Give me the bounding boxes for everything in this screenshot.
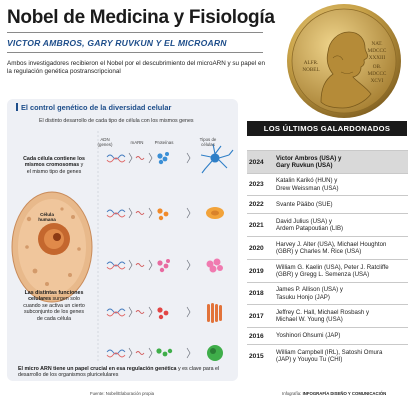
laureate-year: 2020	[249, 244, 264, 252]
column-header-mrna: mARN	[130, 140, 144, 145]
column-header-cell-types: Tipos de células	[199, 137, 217, 147]
alfred-nobel-portrait	[320, 31, 372, 109]
laureate-names-line: James P. Allison (USA) y	[276, 286, 343, 294]
title-divider	[7, 32, 263, 33]
laureate-row: 2015 William Campbell (IRL), Satoshi Omur…	[247, 344, 408, 367]
laureate-names-line: (GBR) y Gregg L. Semenza (USA)	[276, 271, 370, 278]
laureate-year: 2016	[249, 332, 264, 340]
laureate-row: 2023 Katalin Karikó (HUN) y Drew Weissman …	[247, 173, 408, 195]
laureate-year: 2021	[249, 221, 264, 229]
laureate-names: Victor Ambros (USA) y Gary Ruvkun (USA)	[274, 155, 408, 170]
laureates-heading: LOS ÚLTIMOS GALARDONADOS	[247, 121, 407, 136]
svg-text:ALFR.: ALFR.	[304, 60, 319, 66]
laureate-names: Harvey J. Alter (USA), Michael Houghton(…	[274, 241, 408, 256]
laureate-names: Svante Pääbo (SUE)	[274, 201, 408, 208]
laureate-year: 2017	[249, 312, 264, 320]
laureate-names-line: Yoshinori Ohsumi (JAP)	[276, 332, 341, 340]
panel-subtitle: El distinto desarrollo de cada tipo de c…	[39, 118, 194, 124]
laureate-row: 2021 David Julius (USA) y Ardem Patapoutia…	[247, 213, 408, 236]
laureate-names-line: David Julius (USA) y	[276, 217, 332, 225]
credit-note: Infografía: INFOGRAFÍA DISEÑO Y COMUNICA…	[282, 391, 387, 396]
laureate-names-line: Gary Ruvkun (USA)	[276, 162, 333, 169]
laureate-names-line: Ardem Patapoutian (LIB)	[276, 225, 344, 232]
cell-types-column	[200, 143, 234, 361]
svg-text:NAT.: NAT.	[372, 41, 383, 47]
orange-cell-icon	[206, 207, 224, 219]
laureate-names: James P. Allison (USA) y Tasuku Honjo (JA…	[274, 286, 408, 301]
cell-label: Célula humana	[38, 212, 56, 223]
laureate-names-line: Tasuku Honjo (JAP)	[276, 293, 330, 301]
mrna-column	[135, 156, 145, 355]
subtitle-divider	[7, 52, 263, 53]
laureate-names-line: Katalin Karikó (HUN) y	[276, 177, 338, 185]
laureate-row: 2020 Harvey J. Alter (USA), Michael Hough…	[247, 236, 408, 259]
laureate-names: Jeffrey C. Hall, Michael Rosbash y Michae…	[274, 309, 408, 324]
laureate-names: Yoshinori Ohsumi (JAP)	[274, 332, 408, 339]
laureate-names-line: William G. Kaelin (USA), Peter J. Ratcli…	[276, 263, 389, 271]
nobel-medal-image: NAT. MDCCC XXXIII OB. MDCCC XCVI ALFR. N…	[287, 4, 401, 118]
column-header-dna: ADN (genes)	[97, 137, 113, 147]
laureate-names-line: Michael W. Young (USA)	[276, 316, 343, 323]
laureate-names-line: Harvey J. Alter (USA), Michael Houghton	[276, 240, 387, 248]
laureates-table: 2024 Victor Ambros (USA) y Gary Ruvkun (US…	[247, 150, 408, 367]
svg-text:MDCCC: MDCCC	[368, 48, 387, 54]
microrna-note: El micro ARN tiene un papel crucial en e…	[18, 366, 220, 379]
laureate-year: 2024	[249, 158, 264, 166]
laureate-names: William G. Kaelin (USA), Peter J. Ratcli…	[274, 264, 408, 279]
subtitle: VICTOR AMBROS, GARY RUVKUN Y EL MICROARN	[7, 38, 227, 48]
column-header-proteins: Proteínas	[154, 140, 174, 145]
intro-text: Ambos investigadores recibieron el Nobel…	[7, 60, 265, 75]
laureate-names-line: Victor Ambros (USA) y	[276, 154, 342, 162]
laureate-names: Katalin Karikó (HUN) y Drew Weissman (USA…	[274, 177, 408, 192]
green-cell-icon	[207, 345, 223, 361]
laureate-names-line: (JAP) y Youyou Tu (CHI)	[276, 356, 343, 363]
laureate-year: 2018	[249, 290, 264, 297]
laureate-names-line: Jeffrey C. Hall, Michael Rosbash y	[276, 308, 370, 316]
laureate-year: 2022	[249, 201, 264, 208]
page-title: Nobel de Medicina y Fisiología	[7, 7, 275, 28]
flow-arrows	[128, 152, 191, 359]
panel-title: El control genético de la diversidad cel…	[16, 103, 171, 112]
svg-text:XXXIII: XXXIII	[369, 55, 386, 61]
svg-text:OB.: OB.	[373, 64, 382, 70]
laureate-names-line: Drew Weissman (USA)	[276, 184, 339, 192]
laureate-year: 2019	[249, 267, 264, 275]
laureate-row: 2017 Jeffrey C. Hall, Michael Rosbash y Mi…	[247, 304, 408, 327]
medal-inscription: NAT. MDCCC XXXIII OB. MDCCC XCVI ALFR. N…	[302, 41, 387, 84]
laureate-row: 2024 Victor Ambros (USA) y Gary Ruvkun (US…	[247, 150, 408, 173]
neuron-cell-icon	[200, 143, 234, 174]
muscle-cell-icon	[207, 303, 222, 323]
laureate-year: 2015	[249, 352, 264, 360]
laureate-row: 2016 Yoshinori Ohsumi (JAP)	[247, 327, 408, 344]
cell-functions-text: Las distintas funciones celulares surgen…	[23, 290, 85, 322]
svg-text:NOBEL: NOBEL	[302, 67, 319, 73]
laureate-names-line: William Campbell (IRL), Satoshi Omura	[276, 348, 383, 356]
laureate-names: William Campbell (IRL), Satoshi Omura (JA…	[274, 349, 408, 364]
genetic-control-illustration	[11, 131, 234, 361]
source-note: Fuente: Nobel/Elaboración propia	[90, 391, 155, 396]
laureate-row: 2022 Svante Pääbo (SUE)	[247, 195, 408, 213]
svg-text:MDCCC: MDCCC	[368, 71, 387, 77]
laureate-year: 2023	[249, 181, 264, 188]
cell-chromosomes-text: Cada célula contiene los mismos cromosom…	[23, 156, 85, 175]
protein-column	[156, 152, 173, 357]
laureate-names-line: Svante Pääbo (SUE)	[276, 200, 333, 208]
svg-text:XCVI: XCVI	[371, 78, 384, 84]
dna-strand-column	[106, 154, 126, 358]
laureate-row: 2018 James P. Allison (USA) y Tasuku Honjo…	[247, 282, 408, 304]
pink-cell-cluster-icon	[206, 258, 223, 273]
laureate-names-line: (GBR) y Charles M. Rice (USA)	[276, 248, 362, 255]
laureate-names: David Julius (USA) y Ardem Patapoutian (L…	[274, 218, 408, 233]
human-cell-illustration	[11, 191, 93, 303]
laureate-row: 2019 William G. Kaelin (USA), Peter J. Ra…	[247, 259, 408, 282]
